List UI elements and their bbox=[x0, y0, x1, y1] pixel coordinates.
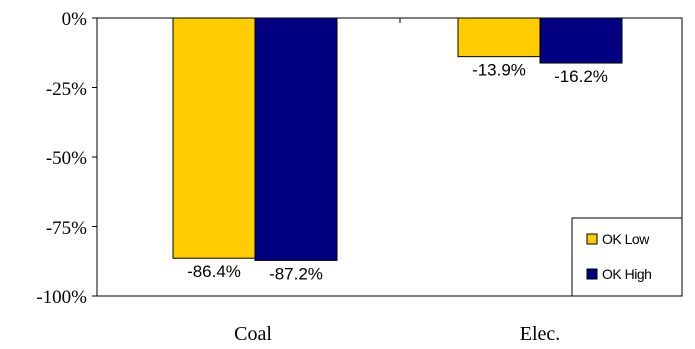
bar-ok-low-coal bbox=[172, 17, 256, 259]
legend-label-ok-low: OK Low bbox=[602, 231, 650, 247]
data-label-ok-low-elec: -13.9% bbox=[472, 61, 526, 80]
y-tick-label-0: 0% bbox=[62, 9, 88, 30]
data-label-ok-high-elec: -16.2% bbox=[554, 67, 608, 86]
legend: OK Low OK High bbox=[571, 217, 683, 297]
legend-label-ok-high: OK High bbox=[602, 266, 651, 282]
x-category-label-coal: Coal bbox=[234, 323, 272, 345]
y-ticks bbox=[92, 17, 97, 297]
bar-ok-high-coal bbox=[254, 17, 338, 261]
bar-ok-low-elec bbox=[457, 17, 541, 58]
data-label-ok-high-coal: -87.2% bbox=[269, 264, 323, 283]
legend-swatch-ok-low bbox=[586, 233, 598, 245]
bar-ok-high-elec bbox=[539, 17, 623, 64]
y-tick-label-4: -100% bbox=[36, 287, 87, 308]
y-tick-label-1: -25% bbox=[46, 79, 87, 100]
y-tick-label-2: -50% bbox=[46, 148, 87, 169]
y-tick-label-3: -75% bbox=[46, 218, 87, 239]
legend-swatch-ok-high bbox=[586, 268, 598, 280]
data-label-ok-low-coal: -86.4% bbox=[187, 262, 241, 281]
x-category-label-elec: Elec. bbox=[520, 323, 561, 345]
legend-box bbox=[571, 217, 683, 297]
